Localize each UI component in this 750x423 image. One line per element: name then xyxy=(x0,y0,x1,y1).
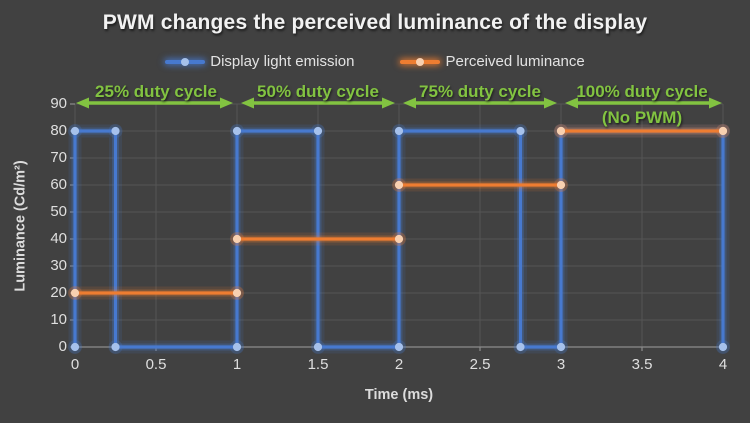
y-tick-label: 60 xyxy=(50,176,67,193)
legend-dot-icon xyxy=(416,57,425,66)
x-tick-label: 4 xyxy=(718,356,728,373)
y-tick-label: 80 xyxy=(50,122,67,139)
x-tick-label: 1 xyxy=(232,356,242,373)
y-tick-label: 20 xyxy=(50,284,67,301)
x-tick-label: 2.5 xyxy=(469,356,491,373)
legend: Display light emission Perceived luminan… xyxy=(0,53,750,70)
series-display-light-emission xyxy=(68,124,730,354)
duty-cycle-label: 100% duty cycle xyxy=(576,82,708,101)
legend-item-display-light-emission: Display light emission xyxy=(165,53,354,70)
duty-cycle-label: 25% duty cycle xyxy=(95,82,217,101)
y-tick-label: 10 xyxy=(50,311,67,328)
x-tick-label: 0.5 xyxy=(145,356,167,373)
duty-cycle-label: 50% duty cycle xyxy=(257,82,379,101)
x-axis-title: Time (ms) xyxy=(364,387,434,403)
duty-cycle-arrows xyxy=(76,97,722,109)
series-perceived-luminance xyxy=(68,124,730,300)
y-axis-title: Luminance (Cd/m²) xyxy=(12,160,29,292)
x-tick-label: 3.5 xyxy=(631,356,653,373)
duty-cycle-sublabel: (No PWM) xyxy=(601,108,683,127)
chart-title: PWM changes the perceived luminance of t… xyxy=(102,11,648,34)
y-tick-label: 90 xyxy=(50,95,67,112)
y-tick-label: 30 xyxy=(50,257,67,274)
duty-cycle-label: 75% duty cycle xyxy=(419,82,541,101)
x-tick-label: 3 xyxy=(556,356,566,373)
legend-dot-icon xyxy=(181,57,190,66)
y-tick-label: 70 xyxy=(50,149,67,166)
legend-item-perceived-luminance: Perceived luminance xyxy=(400,53,585,70)
x-tick-label: 2 xyxy=(394,356,404,373)
legend-line-marker-icon xyxy=(400,57,441,66)
x-tick-label: 0 xyxy=(70,356,80,373)
legend-label: Perceived luminance xyxy=(445,53,585,70)
y-tick-label: 0 xyxy=(58,338,67,355)
x-tick-label: 1.5 xyxy=(307,356,329,373)
y-tick-label: 50 xyxy=(50,203,67,220)
y-tick-label: 40 xyxy=(50,230,67,247)
legend-line-marker-icon xyxy=(165,57,206,66)
legend-label: Display light emission xyxy=(210,53,355,70)
